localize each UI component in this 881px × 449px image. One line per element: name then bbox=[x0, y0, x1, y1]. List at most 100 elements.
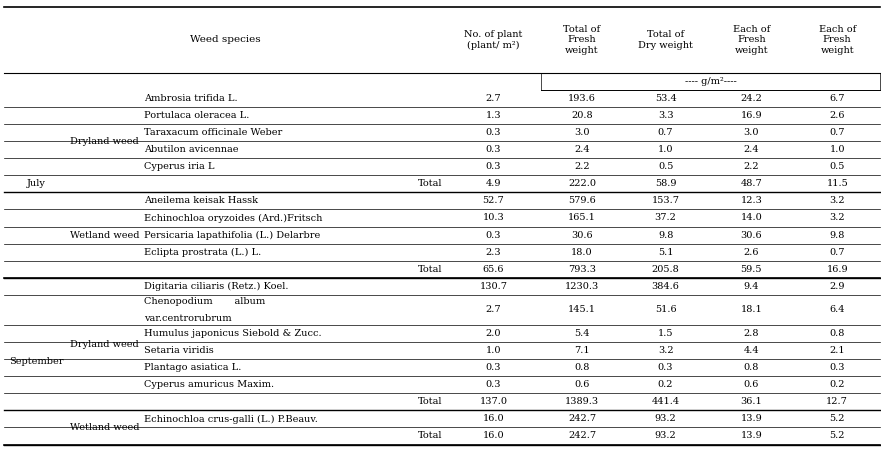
Text: 2.3: 2.3 bbox=[485, 247, 501, 256]
Text: 0.8: 0.8 bbox=[830, 329, 845, 338]
Text: 6.4: 6.4 bbox=[829, 305, 845, 314]
Text: 18.0: 18.0 bbox=[571, 247, 593, 256]
Text: 222.0: 222.0 bbox=[568, 180, 596, 189]
Text: 1.3: 1.3 bbox=[485, 111, 501, 120]
Text: 0.8: 0.8 bbox=[574, 363, 589, 372]
Text: September: September bbox=[9, 357, 63, 365]
Text: 24.2: 24.2 bbox=[740, 94, 762, 103]
Text: ---- g/m²----: ---- g/m²---- bbox=[685, 77, 737, 86]
Text: 2.1: 2.1 bbox=[829, 346, 845, 355]
Text: Total of
Dry weight: Total of Dry weight bbox=[638, 30, 693, 50]
Text: 193.6: 193.6 bbox=[568, 94, 596, 103]
Text: 3.2: 3.2 bbox=[829, 197, 845, 206]
Text: 14.0: 14.0 bbox=[741, 213, 762, 223]
Text: Persicaria lapathifolia (L.) Delarbre: Persicaria lapathifolia (L.) Delarbre bbox=[144, 230, 320, 240]
Text: Portulaca oleracea L.: Portulaca oleracea L. bbox=[144, 111, 249, 120]
Text: 0.5: 0.5 bbox=[830, 163, 845, 172]
Text: 0.7: 0.7 bbox=[829, 247, 845, 256]
Text: 0.5: 0.5 bbox=[658, 163, 673, 172]
Text: Total: Total bbox=[418, 397, 442, 406]
Text: Wetland weed: Wetland weed bbox=[70, 230, 139, 239]
Text: Abutilon avicennae: Abutilon avicennae bbox=[144, 145, 238, 154]
Text: Wetland weed: Wetland weed bbox=[70, 423, 139, 432]
Text: 0.3: 0.3 bbox=[829, 363, 845, 372]
Text: 2.8: 2.8 bbox=[744, 329, 759, 338]
Text: 2.9: 2.9 bbox=[829, 282, 845, 291]
Text: 0.3: 0.3 bbox=[485, 163, 501, 172]
Text: 16.9: 16.9 bbox=[741, 111, 762, 120]
Text: 51.6: 51.6 bbox=[655, 305, 677, 314]
Text: 2.6: 2.6 bbox=[744, 247, 759, 256]
Text: 10.3: 10.3 bbox=[483, 213, 504, 223]
Text: Eclipta prostrata (L.) L.: Eclipta prostrata (L.) L. bbox=[144, 247, 261, 257]
Text: 30.6: 30.6 bbox=[571, 230, 593, 239]
Text: Total of
Fresh
weight: Total of Fresh weight bbox=[563, 25, 601, 55]
Text: 5.4: 5.4 bbox=[574, 329, 589, 338]
Text: 5.2: 5.2 bbox=[829, 414, 845, 423]
Text: 16.9: 16.9 bbox=[826, 264, 848, 273]
Text: Weed species: Weed species bbox=[189, 35, 261, 44]
Text: 1.0: 1.0 bbox=[829, 145, 845, 154]
Text: 205.8: 205.8 bbox=[652, 264, 679, 273]
Text: 59.5: 59.5 bbox=[741, 264, 762, 273]
Text: 2.2: 2.2 bbox=[744, 163, 759, 172]
Text: 0.2: 0.2 bbox=[658, 380, 673, 389]
Text: 165.1: 165.1 bbox=[568, 213, 596, 223]
Text: Setaria viridis: Setaria viridis bbox=[144, 346, 213, 355]
Text: 53.4: 53.4 bbox=[655, 94, 677, 103]
Text: 130.7: 130.7 bbox=[479, 282, 507, 291]
Text: 3.0: 3.0 bbox=[574, 128, 589, 137]
Text: 37.2: 37.2 bbox=[655, 213, 677, 223]
Text: 579.6: 579.6 bbox=[568, 197, 596, 206]
Text: 9.4: 9.4 bbox=[744, 282, 759, 291]
Text: 7.1: 7.1 bbox=[574, 346, 589, 355]
Text: 441.4: 441.4 bbox=[652, 397, 679, 406]
Text: Plantago asiatica L.: Plantago asiatica L. bbox=[144, 363, 241, 372]
Text: Humulus japonicus Siebold & Zucc.: Humulus japonicus Siebold & Zucc. bbox=[144, 329, 322, 338]
Text: Dryland weed: Dryland weed bbox=[70, 137, 139, 146]
Text: 13.9: 13.9 bbox=[741, 414, 762, 423]
Text: 3.0: 3.0 bbox=[744, 128, 759, 137]
Text: 145.1: 145.1 bbox=[568, 305, 596, 314]
Text: 3.2: 3.2 bbox=[658, 346, 673, 355]
Text: 93.2: 93.2 bbox=[655, 431, 677, 440]
Text: 0.2: 0.2 bbox=[829, 380, 845, 389]
Text: 1.5: 1.5 bbox=[658, 329, 673, 338]
Text: 2.4: 2.4 bbox=[744, 145, 759, 154]
Text: 20.8: 20.8 bbox=[571, 111, 593, 120]
Text: 48.7: 48.7 bbox=[741, 180, 762, 189]
Text: 242.7: 242.7 bbox=[568, 431, 596, 440]
Text: 9.8: 9.8 bbox=[830, 230, 845, 239]
Text: 0.8: 0.8 bbox=[744, 363, 759, 372]
Text: 1.0: 1.0 bbox=[658, 145, 673, 154]
Text: 2.2: 2.2 bbox=[574, 163, 589, 172]
Text: 0.6: 0.6 bbox=[574, 380, 589, 389]
Text: 1389.3: 1389.3 bbox=[565, 397, 599, 406]
Text: Cyperus amuricus Maxim.: Cyperus amuricus Maxim. bbox=[144, 380, 274, 389]
Text: 65.6: 65.6 bbox=[483, 264, 504, 273]
Text: 3.3: 3.3 bbox=[658, 111, 673, 120]
Text: Ambrosia trifida L.: Ambrosia trifida L. bbox=[144, 94, 237, 103]
Text: 0.3: 0.3 bbox=[658, 363, 673, 372]
Text: 18.1: 18.1 bbox=[741, 305, 762, 314]
Text: Total: Total bbox=[418, 431, 442, 440]
Text: 6.7: 6.7 bbox=[829, 94, 845, 103]
Text: 0.3: 0.3 bbox=[485, 380, 501, 389]
Text: 0.6: 0.6 bbox=[744, 380, 759, 389]
Text: 1.0: 1.0 bbox=[485, 346, 501, 355]
Text: No. of plant
(plant/ m²): No. of plant (plant/ m²) bbox=[464, 30, 522, 50]
Text: 12.7: 12.7 bbox=[826, 397, 848, 406]
Text: Dryland weed: Dryland weed bbox=[70, 339, 139, 348]
Text: Each of
Fresh
weight: Each of Fresh weight bbox=[818, 25, 855, 55]
Text: Taraxacum officinale Weber: Taraxacum officinale Weber bbox=[144, 128, 282, 137]
Text: July: July bbox=[27, 180, 46, 189]
Text: 0.7: 0.7 bbox=[658, 128, 673, 137]
Text: 16.0: 16.0 bbox=[483, 414, 504, 423]
Text: 1230.3: 1230.3 bbox=[565, 282, 599, 291]
Text: 242.7: 242.7 bbox=[568, 414, 596, 423]
Text: 384.6: 384.6 bbox=[652, 282, 679, 291]
Text: 5.1: 5.1 bbox=[658, 247, 673, 256]
Text: 0.3: 0.3 bbox=[485, 230, 501, 239]
Text: 4.4: 4.4 bbox=[744, 346, 759, 355]
Text: 9.8: 9.8 bbox=[658, 230, 673, 239]
